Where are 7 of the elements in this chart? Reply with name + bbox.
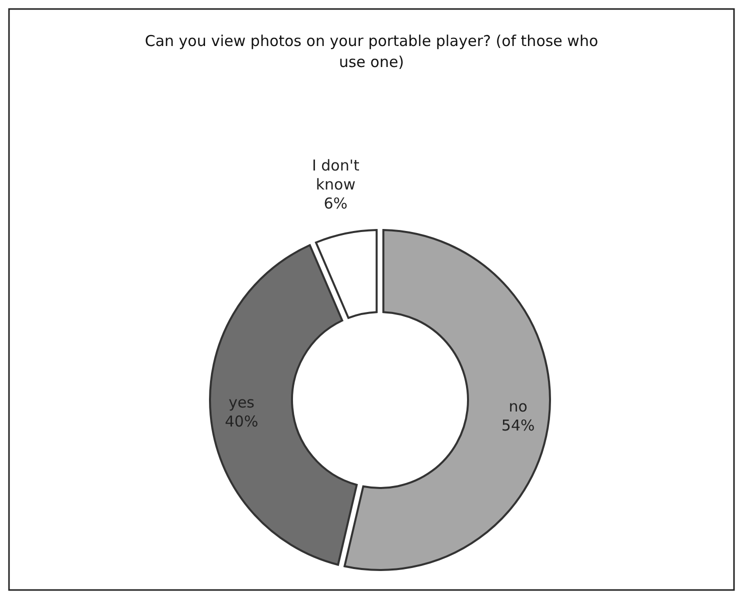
slice-label: yes (228, 394, 255, 412)
chart-title: Can you view photos on your portable player? (of those who use one) (144, 32, 598, 71)
data-label: 54% (501, 416, 535, 434)
slice-label: no (508, 397, 528, 416)
data-label: 6% (324, 194, 348, 213)
slice-label: I don't know (312, 156, 360, 194)
data-label: 40% (224, 412, 258, 431)
